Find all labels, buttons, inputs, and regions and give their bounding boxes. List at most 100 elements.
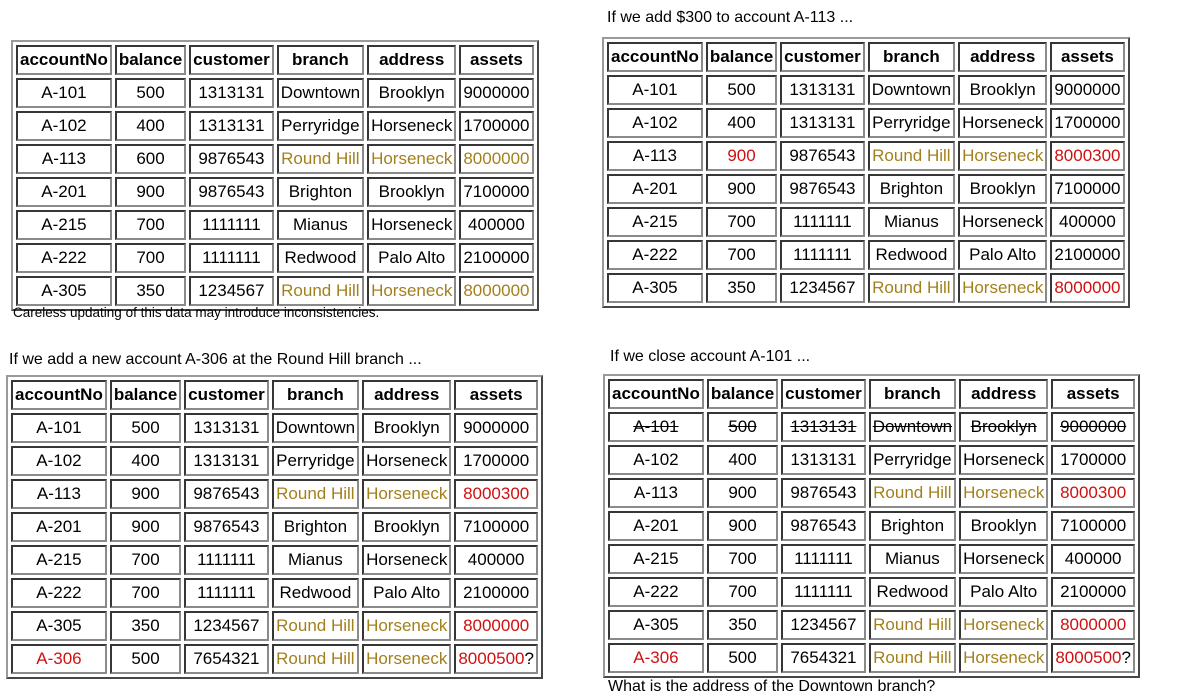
cell-address: Brooklyn [958,174,1048,204]
cell-value: 900 [727,179,756,198]
cell-branch: Mianus [868,544,957,574]
cell-branch: Brighton [868,511,957,541]
cell-address: Brooklyn [958,75,1048,105]
cell-value: 1111111 [197,550,256,569]
cell-value: Horseneck [963,450,1045,469]
cell-value: Mianus [292,215,348,234]
cell-value: 700 [727,212,756,231]
cell-customer: 1313131 [189,78,274,108]
cell-value: 1111111 [202,215,261,234]
cell-value: 500 [727,80,756,99]
cell-assets: 8000000 [454,611,538,641]
cell-accountNo: A-113 [608,478,704,508]
table-row: A-306 500 7654321 Round Hill Horseneck 800050… [11,644,538,674]
account-table-original: accountNo balance customer branch address ass… [11,40,539,311]
cell-accountNo: A-102 [16,111,112,141]
cell-customer: 9876543 [189,177,274,207]
cell-customer: 1313131 [781,445,866,475]
cell-balance: 400 [114,111,187,141]
caption-close-account: If we close account A-101 ... [610,348,811,365]
cell-accountNo: A-215 [608,544,704,574]
cell-branch: Downtown [271,413,360,443]
table-row: A-113 900 9876543 Round Hill Horseneck 800030… [608,478,1135,508]
cell-assets: 1700000 [1050,108,1125,138]
cell-assets: 2100000 [459,243,534,273]
table-row: A-102 400 1313131 Perryridge Horseneck 170000… [607,108,1125,138]
cell-value: Brooklyn [969,179,1036,198]
cell-value: Horseneck [963,615,1045,634]
cell-value: 900 [136,182,165,201]
cell-customer: 1234567 [184,611,269,641]
cell-value: 8000500 [1055,648,1122,667]
cell-balance: 350 [706,610,779,640]
cell-value: Perryridge [873,450,952,469]
caption-add-300: If we add $300 to account A-113 ... [607,9,854,26]
cell-customer: 9876543 [780,174,865,204]
cell-balance: 900 [109,512,182,542]
account-table-add-300: accountNo balance customer branch address ass… [602,37,1130,308]
cell-address: Brooklyn [959,511,1049,541]
cell-value: 8000300 [463,484,530,503]
column-header-address: address [959,379,1049,409]
column-header-balance: balance [706,379,779,409]
cell-address: Horseneck [362,545,452,575]
cell-customer: 1313131 [189,111,274,141]
cell-value: 9876543 [193,484,260,503]
cell-value: 350 [728,615,757,634]
column-header-customer: customer [189,45,274,75]
table-row: A-102 400 1313131 Perryridge Horseneck 170000… [608,445,1135,475]
cell-branch: Perryridge [867,108,956,138]
column-header-assets: assets [1051,379,1135,409]
cell-value: 9000000 [463,418,530,437]
cell-balance: 500 [705,75,778,105]
cell-accountNo: A-113 [16,144,112,174]
cell-balance: 700 [706,544,779,574]
cell-value: Round Hill [276,484,355,503]
cell-value: Round Hill [276,649,355,668]
inconsistency-note: Careless updating of this data may intro… [13,305,380,320]
cell-value: Palo Alto [969,245,1037,264]
cell-value: 7654321 [790,648,857,667]
cell-branch: Perryridge [271,446,360,476]
cell-value: A-113 [41,149,86,168]
cell-customer: 1111111 [781,577,866,607]
cell-assets: 9000000 [459,78,534,108]
cell-balance: 700 [114,243,187,273]
cell-branch: Round Hill [276,144,365,174]
table-row: A-113 600 9876543 Round Hill Horseneck 800000… [16,144,534,174]
cell-value: 900 [131,517,160,536]
table-row: A-102 400 1313131 Perryridge Horseneck 170000… [16,111,534,141]
caption-add-account: If we add a new account A-306 at the Rou… [9,351,422,368]
cell-customer: 9876543 [189,144,274,174]
cell-value: A-102 [633,450,679,469]
cell-address: Horseneck [958,141,1048,171]
cell-value: Horseneck [371,116,453,135]
cell-value: A-305 [633,615,679,634]
cell-balance: 700 [114,210,187,240]
cell-value: Brighton [879,179,944,198]
cell-value: Round Hill [872,146,951,165]
cell-value: Downtown [872,417,953,436]
cell-accountNo: A-215 [16,210,112,240]
cell-value: 500 [728,417,757,436]
cell-balance: 500 [706,643,779,673]
cell-value: A-222 [633,582,679,601]
cell-branch: Downtown [276,78,365,108]
cell-branch: Redwood [271,578,360,608]
cell-value: 400 [727,113,756,132]
cell-customer: 9876543 [184,512,269,542]
cell-value: A-305 [41,281,87,300]
cell-value: 350 [727,278,756,297]
cell-branch: Mianus [867,207,956,237]
cell-value: Horseneck [962,212,1044,231]
cell-accountNo: A-222 [16,243,112,273]
cell-value: 7100000 [1060,516,1127,535]
cell-branch: Round Hill [271,479,360,509]
cell-value: 400000 [1064,549,1122,568]
cell-value: Redwood [279,583,352,602]
cell-value: 1700000 [1054,113,1121,132]
table-row: A-215 700 1111111 Mianus Horseneck 400000 [11,545,538,575]
cell-accountNo: A-306 [608,643,704,673]
cell-balance: 900 [705,141,778,171]
account-table-close-account: accountNo balance customer branch address ass… [603,374,1140,678]
